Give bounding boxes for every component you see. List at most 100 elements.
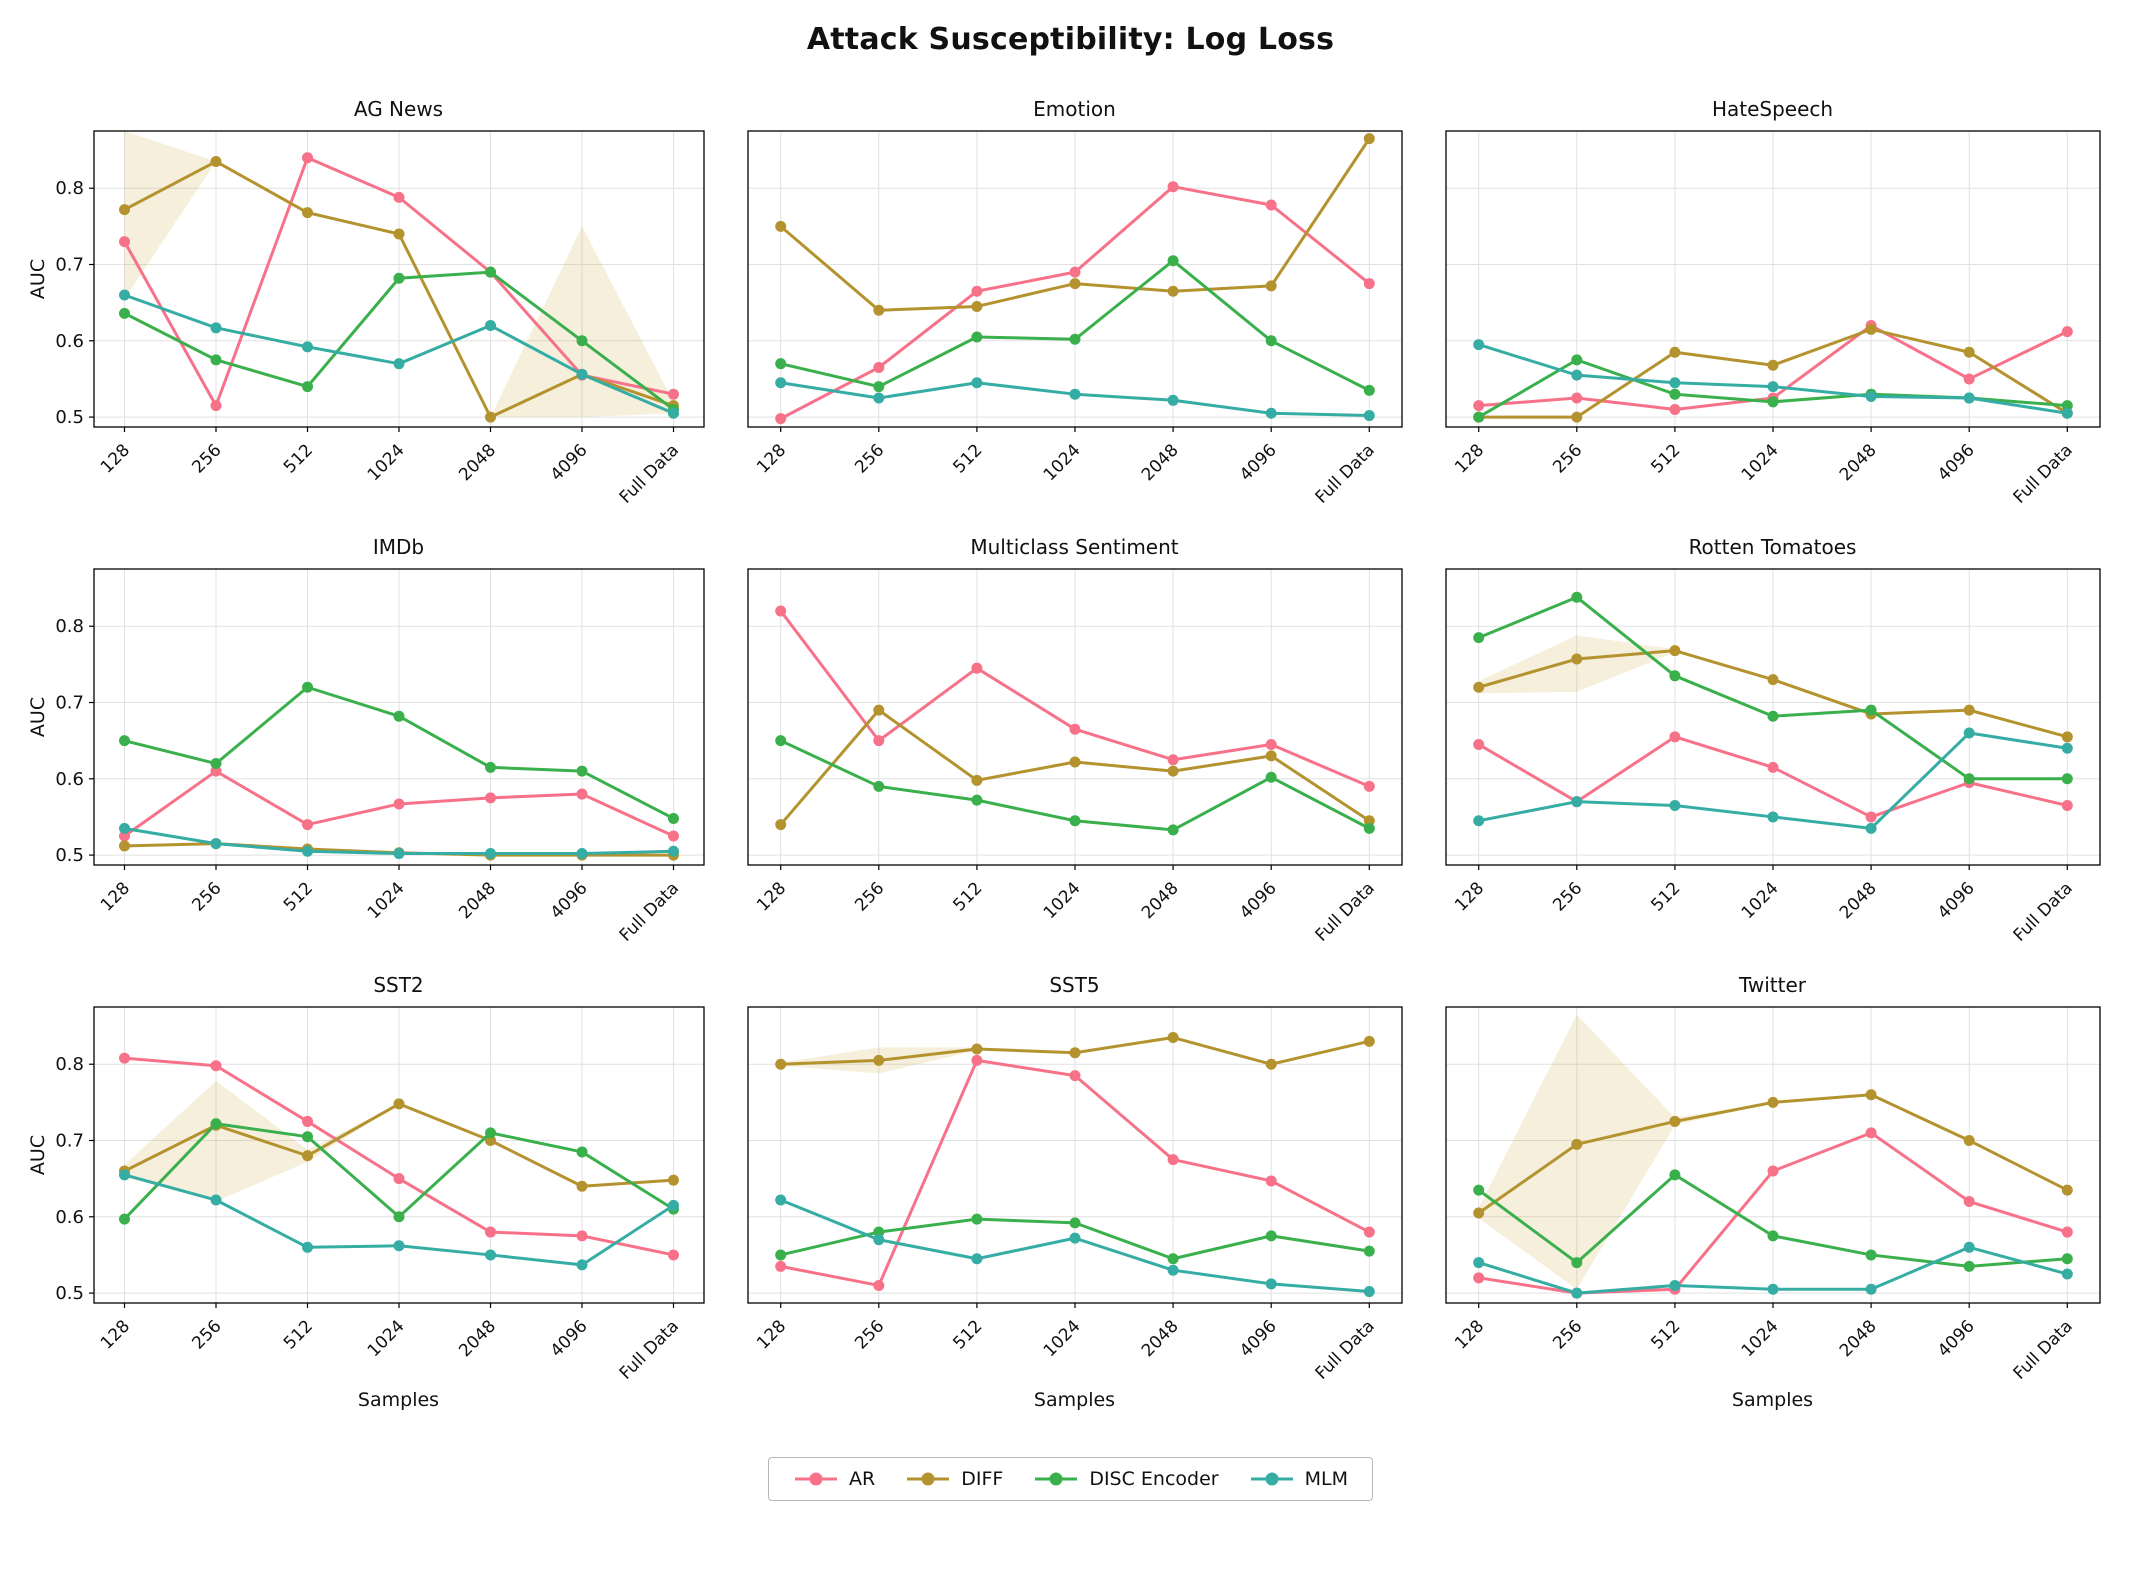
series-point-ar xyxy=(1265,1175,1277,1187)
series-point-disc-encoder xyxy=(484,1127,496,1139)
x-tick-label: 4096 xyxy=(1934,440,1979,485)
x-tick-label: 1024 xyxy=(363,878,408,923)
confidence-band xyxy=(124,131,673,418)
series-point-diff xyxy=(1963,1135,1975,1147)
subplot-title: Twitter xyxy=(1738,973,1807,997)
series-point-disc-encoder xyxy=(1767,1230,1778,1242)
x-tick-label: 1024 xyxy=(363,1316,408,1361)
series-point-mlm xyxy=(484,1249,496,1261)
series-point-diff xyxy=(1167,285,1179,297)
series-point-ar xyxy=(1472,1272,1484,1284)
series-point-disc-encoder xyxy=(1865,704,1877,716)
series-point-disc-encoder xyxy=(1167,255,1179,267)
series-point-diff xyxy=(1363,815,1375,827)
series-point-disc-encoder xyxy=(301,381,313,393)
subplot-ag-news: AG News 128 256 512 1024 2048 4096 Full Data 0.… xyxy=(24,97,722,525)
x-tick-label: 1024 xyxy=(1737,878,1782,923)
series-point-diff xyxy=(1167,765,1179,777)
series-point-mlm xyxy=(1668,377,1680,389)
y-tick-label: 0.6 xyxy=(55,1207,84,1228)
series-point-disc-encoder xyxy=(774,358,786,370)
series-point-mlm xyxy=(774,1194,786,1206)
series-point-diff xyxy=(118,840,130,852)
series-point-mlm xyxy=(1963,1241,1975,1253)
series-point-mlm xyxy=(1265,1278,1277,1290)
figure-title: Attack Susceptibility: Log Loss xyxy=(806,22,1335,57)
series-point-ar xyxy=(2061,326,2073,338)
chart-multiclass-sentiment: 128 256 512 1024 2048 4096 Full Data xyxy=(746,568,1403,946)
series-point-ar xyxy=(393,191,404,203)
x-tick-label: 128 xyxy=(1451,440,1488,477)
subplot-title: Multiclass Sentiment xyxy=(970,535,1179,559)
chart-sst5: 128 256 512 1024 2048 4096 Full Data xyxy=(746,1006,1403,1384)
series-point-diff xyxy=(2061,731,2073,743)
legend-item-mlm: MLM xyxy=(1249,1468,1348,1490)
series-point-ar xyxy=(1265,738,1277,750)
series-point-mlm xyxy=(1865,822,1877,834)
series-point-ar xyxy=(576,1230,587,1242)
series-point-diff xyxy=(774,220,786,232)
series-point-mlm xyxy=(1767,381,1778,393)
x-tick-label: Full Data xyxy=(1311,1316,1378,1383)
series-point-disc-encoder xyxy=(118,735,130,747)
series-point-ar xyxy=(667,830,679,842)
x-tick-label: 1024 xyxy=(1039,1316,1084,1361)
y-tick-label: 0.8 xyxy=(55,616,84,637)
series-point-ar xyxy=(210,400,221,412)
x-tick-label: 2048 xyxy=(455,440,500,485)
x-tick-label: 2048 xyxy=(455,878,500,923)
y-tick-label: 0.5 xyxy=(55,407,84,428)
series-point-mlm xyxy=(393,1240,404,1252)
series-point-ar xyxy=(484,1226,496,1238)
series-point-mlm xyxy=(1265,407,1277,419)
legend-wrap: AR DIFF DISC Encoder MLM xyxy=(0,1457,2141,1531)
series-point-disc-encoder xyxy=(1472,411,1484,423)
x-tick-label: 128 xyxy=(1451,878,1488,915)
series-point-disc-encoder xyxy=(1363,1245,1375,1257)
subplot-sst5: SST5 128 256 512 1024 2048 4096 Full Data Samp… xyxy=(722,973,1420,1411)
series-point-disc-encoder xyxy=(774,1249,786,1261)
series-point-disc-encoder xyxy=(1265,335,1277,347)
series-point-diff xyxy=(970,300,982,312)
series-point-diff xyxy=(1570,653,1582,665)
x-tick-label: 1024 xyxy=(363,440,408,485)
series-point-disc-encoder xyxy=(1472,632,1484,644)
series-point-ar xyxy=(210,1060,221,1072)
series-point-diff xyxy=(774,819,786,831)
series-point-mlm xyxy=(667,1199,679,1211)
x-tick-label: 256 xyxy=(851,1316,888,1353)
series-point-disc-encoder xyxy=(2061,1253,2073,1265)
series-point-ar xyxy=(667,1249,679,1261)
series-point-disc-encoder xyxy=(210,1118,221,1130)
y-tick-label: 0.8 xyxy=(55,178,84,199)
series-point-mlm xyxy=(2061,742,2073,754)
series-point-mlm xyxy=(484,848,496,860)
subplot-twitter: Twitter 128 256 512 1024 2048 4096 Full Data S… xyxy=(1420,973,2118,1411)
series-point-disc-encoder xyxy=(1069,333,1080,345)
series-point-mlm xyxy=(774,377,786,389)
series-point-diff xyxy=(118,204,130,216)
x-axis-label: Samples xyxy=(357,1389,440,1411)
series-point-diff xyxy=(393,228,404,240)
y-axis-label: AUC xyxy=(27,1135,49,1175)
series-point-diff xyxy=(1363,1035,1375,1047)
series-point-diff xyxy=(872,304,884,316)
chart-emotion: 128 256 512 1024 2048 4096 Full Data xyxy=(746,130,1403,508)
series-point-ar xyxy=(210,765,221,777)
series-point-ar xyxy=(1167,181,1179,193)
series-point-diff xyxy=(301,1150,313,1162)
series-point-disc-encoder xyxy=(1570,1257,1582,1269)
x-tick-label: 2048 xyxy=(1137,1316,1182,1361)
series-point-diff xyxy=(667,1174,679,1186)
series-point-disc-encoder xyxy=(393,1211,404,1223)
series-point-diff xyxy=(1069,278,1080,290)
series-point-disc-encoder xyxy=(393,272,404,284)
x-tick-label: 128 xyxy=(96,878,133,915)
series-point-diff xyxy=(1167,1032,1179,1044)
x-tick-label: 1024 xyxy=(1737,440,1782,485)
series-point-ar xyxy=(1963,1196,1975,1208)
series-point-mlm xyxy=(210,322,221,334)
series-point-disc-encoder xyxy=(1265,771,1277,783)
x-tick-label: 512 xyxy=(949,1316,986,1353)
series-point-disc-encoder xyxy=(1167,1253,1179,1265)
